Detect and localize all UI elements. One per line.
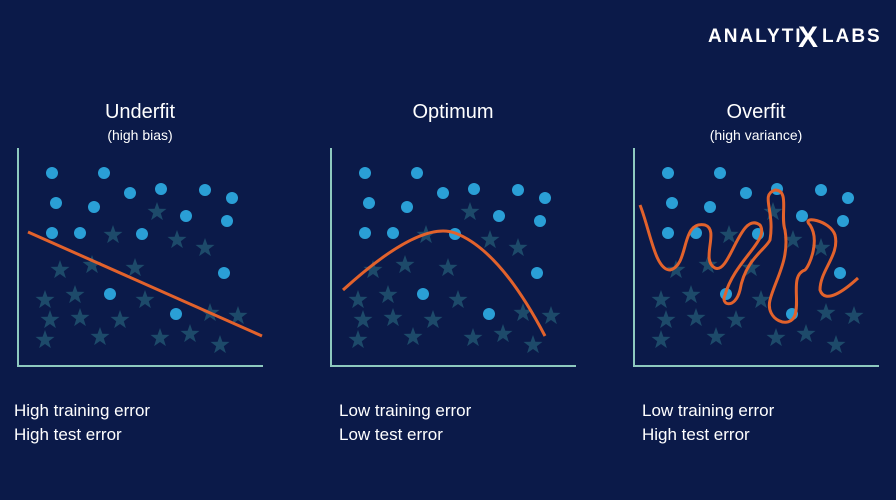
dot xyxy=(531,267,543,279)
logo-suffix: LABS xyxy=(822,26,882,47)
dot xyxy=(534,215,546,227)
dot xyxy=(359,227,371,239)
dot xyxy=(662,227,674,239)
error-note: Low training error xyxy=(642,401,775,420)
dot xyxy=(46,227,58,239)
error-note: High test error xyxy=(642,425,750,444)
dot xyxy=(493,210,505,222)
axes xyxy=(633,148,879,367)
dot xyxy=(50,197,62,209)
panel-title: Underfit xyxy=(105,101,175,123)
error-note: High test error xyxy=(14,425,122,444)
dot xyxy=(411,167,423,179)
fit-curve xyxy=(638,188,860,324)
dot xyxy=(136,228,148,240)
dot xyxy=(512,184,524,196)
dot xyxy=(387,227,399,239)
error-note: Low training error xyxy=(339,401,472,420)
dot xyxy=(539,192,551,204)
dot xyxy=(199,184,211,196)
dot xyxy=(704,201,716,213)
panel-subtitle: (high bias) xyxy=(107,127,172,143)
dot xyxy=(218,267,230,279)
dot xyxy=(815,184,827,196)
dot xyxy=(226,192,238,204)
dot xyxy=(363,197,375,209)
dot xyxy=(155,183,167,195)
dot xyxy=(221,215,233,227)
panel-title: Optimum xyxy=(412,101,493,123)
dot xyxy=(714,167,726,179)
fit-curve xyxy=(341,229,547,337)
dot xyxy=(796,210,808,222)
axes xyxy=(330,148,576,367)
dot xyxy=(483,308,495,320)
dot xyxy=(740,187,752,199)
dot xyxy=(834,267,846,279)
dot xyxy=(46,167,58,179)
dot xyxy=(124,187,136,199)
dot xyxy=(98,167,110,179)
dot xyxy=(662,167,674,179)
dot xyxy=(666,197,678,209)
panel: Overfit (high variance) Low training error… xyxy=(633,101,879,444)
dot xyxy=(88,201,100,213)
dot xyxy=(180,210,192,222)
logo-prefix: ANALYTI xyxy=(708,26,803,47)
dot xyxy=(417,288,429,300)
fit-curve xyxy=(27,230,263,338)
dot xyxy=(104,288,116,300)
dot xyxy=(74,227,86,239)
panel: Optimum Low training error Low test error xyxy=(330,101,576,444)
dot xyxy=(170,308,182,320)
panel-title: Overfit xyxy=(727,101,786,123)
panel: Underfit (high bias) High training error Hi… xyxy=(14,101,263,444)
error-note: High training error xyxy=(14,401,150,420)
dot xyxy=(359,167,371,179)
dot xyxy=(837,215,849,227)
panel-subtitle: (high variance) xyxy=(710,127,803,143)
axes xyxy=(17,148,263,367)
panels: Underfit (high bias) High training error Hi… xyxy=(14,101,879,444)
dot xyxy=(842,192,854,204)
logo-mark: X xyxy=(798,21,818,54)
error-note: Low test error xyxy=(339,425,443,444)
logo: ANALYTI X LABS xyxy=(708,21,882,54)
dot xyxy=(468,183,480,195)
dot xyxy=(437,187,449,199)
dot xyxy=(401,201,413,213)
